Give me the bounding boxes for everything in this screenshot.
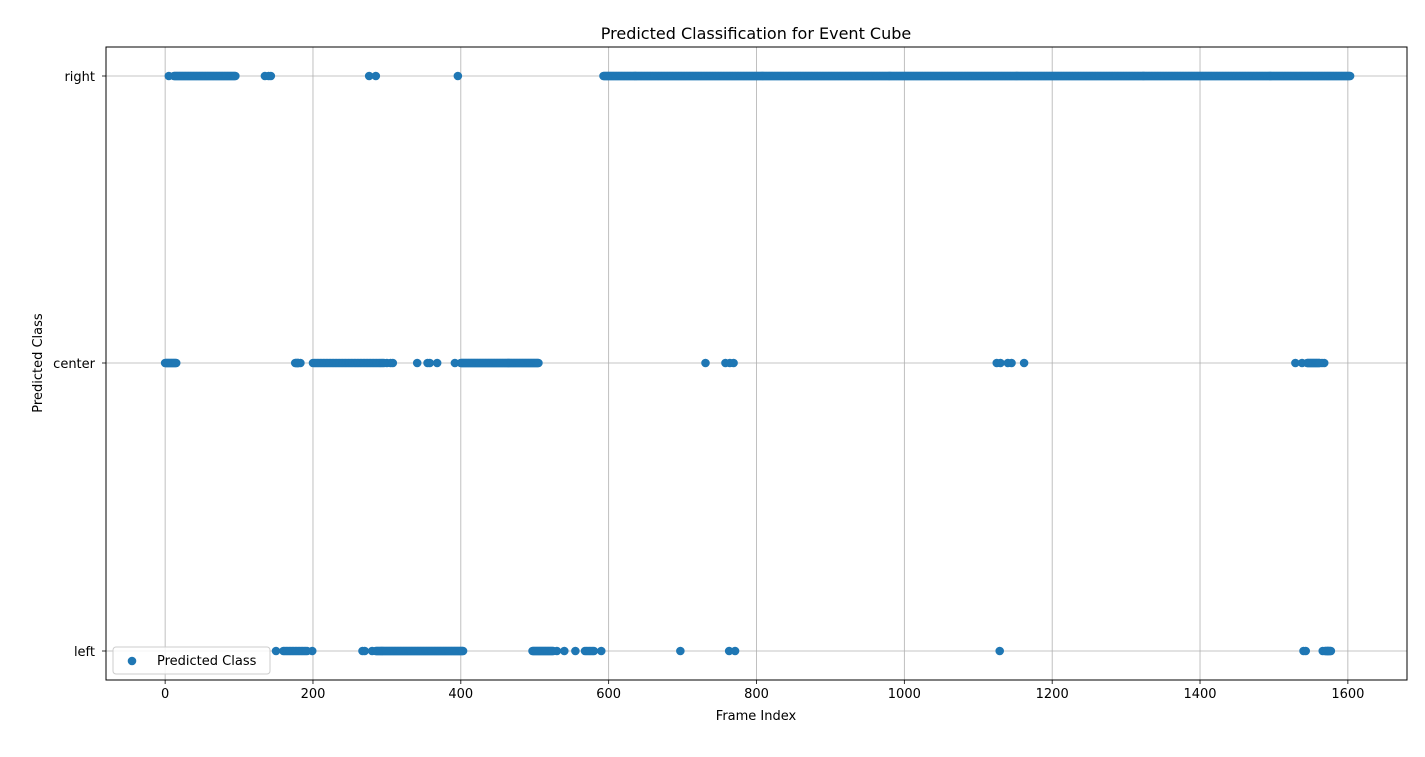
data-point [379, 358, 389, 368]
x-tick-label: 1000 [888, 687, 921, 702]
x-tick-label: 1200 [1036, 687, 1069, 702]
data-point [1345, 71, 1355, 81]
data-point [1301, 646, 1311, 656]
data-point [596, 646, 606, 656]
data-point [171, 358, 181, 368]
data-point [266, 71, 276, 81]
data-point [676, 646, 685, 656]
legend-box [112, 646, 271, 675]
data-point [548, 646, 558, 656]
data-point [425, 358, 435, 368]
legend-marker [127, 656, 137, 666]
data-point [453, 71, 463, 81]
y-tick-label-left: left [74, 645, 95, 660]
x-tick-label: 1600 [1331, 687, 1364, 702]
data-point [560, 646, 569, 656]
data-point [412, 358, 422, 368]
data-point [996, 358, 1005, 368]
data-point [302, 646, 312, 656]
y-axis-ticks: left center right [53, 70, 106, 660]
y-axis-label: Predicted Class [31, 313, 46, 413]
data-point [1326, 646, 1336, 656]
data-point [995, 646, 1004, 656]
data-point [1019, 358, 1029, 368]
data-point [271, 646, 281, 656]
data-point [589, 646, 599, 656]
x-tick-label: 600 [596, 687, 621, 702]
data-point [432, 358, 442, 368]
x-tick-label: 0 [161, 687, 169, 702]
data-point [360, 646, 370, 656]
x-axis-ticks: 0 200 400 600 800 1000 1200 1400 1600 [161, 680, 1364, 702]
data-point [458, 646, 468, 656]
data-point [450, 358, 460, 368]
data-point [534, 358, 543, 368]
data-point [571, 646, 580, 656]
data-point [293, 358, 303, 368]
data-point [1007, 358, 1016, 368]
data-point [1291, 358, 1300, 368]
data-point [388, 358, 398, 368]
x-tick-label: 1400 [1183, 687, 1216, 702]
x-tick-label: 400 [448, 687, 473, 702]
data-point [1315, 358, 1325, 368]
y-tick-label-center: center [53, 357, 95, 372]
x-tick-label: 200 [301, 687, 326, 702]
x-tick-label: 800 [744, 687, 769, 702]
data-point [371, 71, 381, 81]
data-point [701, 358, 710, 368]
x-axis-label: Frame Index [716, 709, 797, 724]
chart-title: Predicted Classification for Event Cube [601, 24, 911, 43]
y-tick-label-right: right [64, 70, 95, 85]
data-point [724, 646, 734, 656]
data-point [231, 71, 240, 81]
data-point [729, 358, 738, 368]
data-point [364, 71, 374, 81]
legend-label: Predicted Class [157, 654, 257, 669]
legend: Predicted Class [112, 646, 271, 675]
data-points [160, 71, 1355, 656]
data-point [730, 646, 740, 656]
